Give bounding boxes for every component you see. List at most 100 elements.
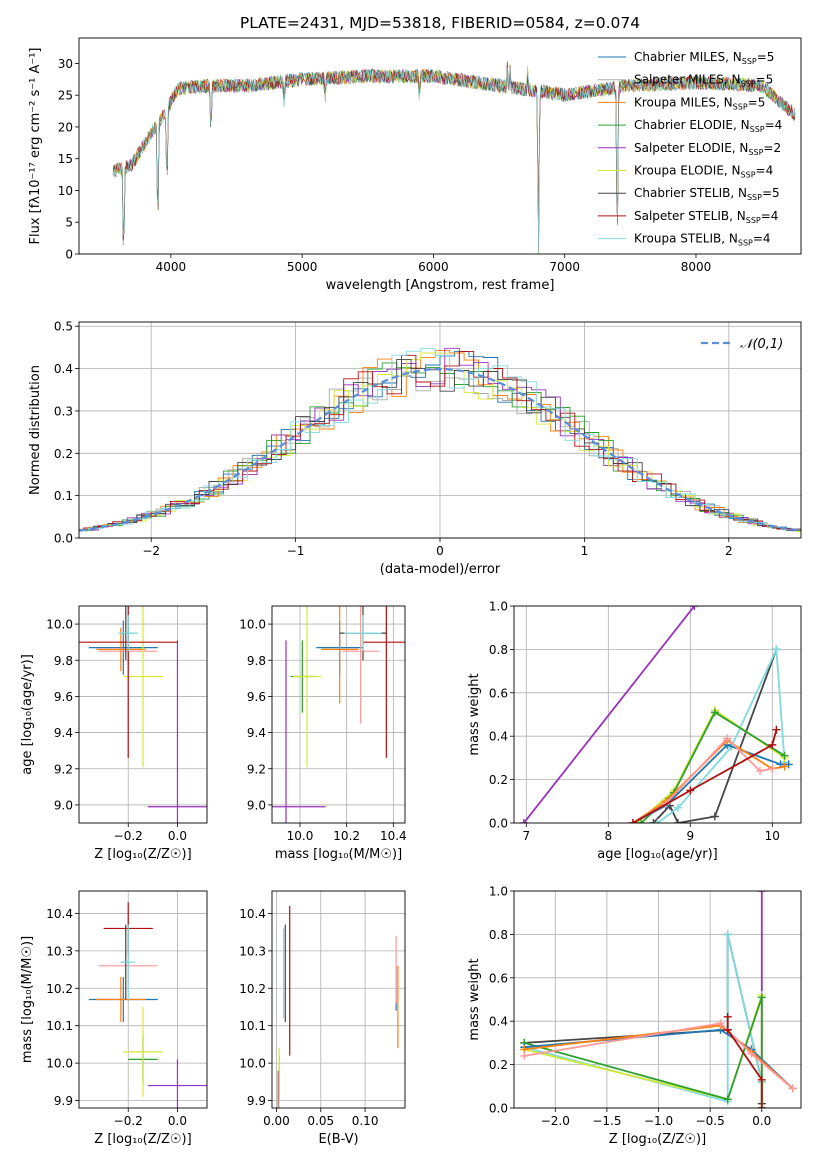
legend-entry-subscript: SSP [733,102,748,111]
spectrum-marks [112,61,796,254]
age-vs-Z-ytick-label: 9.4 [54,726,73,740]
legend-entry-subscript: SSP [750,125,765,134]
residuals-xtick-label: 1 [581,544,589,558]
residuals-ytick-label: 0.4 [54,362,73,376]
weight-marker [520,1051,529,1060]
legend-entry-subscript: SSP [747,193,762,202]
weight-marker [723,734,732,743]
age-vs-mass-ytick-label: 9.4 [247,726,266,740]
figure-title: PLATE=2431, MJD=53818, FIBERID=0584, z=0… [240,14,640,32]
age-vs-Z-ytick-label: 9.0 [54,798,73,812]
legend-entry-subscript: SSP [742,57,757,66]
legend-entry-label: Chabrier MILES, N [634,50,742,64]
age-vs-Z-panel: −0.2 0.0 9.0 9.2 9.4 9.6 9.8 10.0 Z [log₁₀(Z/Z☉)… [20,605,208,862]
residuals-ytick-label: 0.0 [54,532,73,546]
residuals-xtick-label: 0 [436,544,444,558]
weight-marker [649,819,658,823]
spectrum-xlabel: wavelength [Angstrom, rest frame] [326,278,555,293]
mass-vs-EBV-panel: 0.00 0.05 0.10 9.9 10.0 10.1 10.2 10.3 10.4 E(B-V… [239,890,406,1147]
legend-entry-label: Salpeter MILES, N [634,73,741,87]
mass-vs-EBV-frame [271,890,406,1109]
legend-entry: Chabrier STELIB, NSSP=5 [634,186,780,202]
legend-entry: Chabrier MILES, NSSP=5 [634,50,774,66]
weight-vs-Z-ytick-label: 0.8 [489,928,508,942]
weight-vs-age-ytick-label: 0.0 [489,817,508,831]
mass-vs-Z-panel: −0.2 0.0 9.9 10.0 10.1 10.2 10.3 10.4 Z [log₁₀(Z… [20,890,208,1147]
age-vs-mass-xtick-label: 10.4 [380,829,407,843]
mass-vs-EBV-ytick-label: 10.2 [239,982,266,996]
spectrum-ytick-label: 30 [58,57,73,71]
weight-marker [723,930,732,939]
legend-entry: Salpeter ELODIE, NSSP=2 [634,141,781,157]
weight-vs-age-xtick-label: 8 [604,829,612,843]
age-vs-Z-ytick-label: 9.2 [54,762,73,776]
weight-marker [757,993,766,1002]
mass-vs-EBV-xtick-label: 0.00 [263,1114,290,1128]
age-vs-Z-xtick-label: 0.0 [168,829,187,843]
legend-entry-subscript: SSP [738,239,753,248]
residuals-xlabel: (data-model)/error [380,562,501,577]
spectrum-ytick-label: 25 [58,89,73,103]
weight-vs-age-marks [519,606,793,823]
age-vs-Z-frame [78,605,208,824]
mass-vs-EBV-ytick-label: 9.9 [247,1094,266,1108]
legend-entry-subscript: SSP [746,216,761,225]
spectrum-xtick-label: 4000 [156,260,187,274]
spectrum-series-line [112,66,796,254]
mass-vs-Z-ytick-label: 10.2 [46,982,73,996]
age-vs-mass-ytick-label: 9.8 [247,654,266,668]
mass-vs-Z-ytick-label: 10.0 [46,1057,73,1071]
age-vs-mass-frame [271,605,406,824]
normal-legend-label: 𝒩(0,1) [740,337,783,352]
spectrum-series-line [112,64,796,251]
age-vs-Z-ytick-label: 10.0 [46,618,73,632]
age-vs-mass-ytick-label: 10.0 [239,618,266,632]
weight-series-line [726,1016,763,1108]
spectrum-xtick-label: 6000 [418,260,449,274]
age-vs-mass-ytick-label: 9.2 [247,762,266,776]
mass-vs-Z-frame [78,890,208,1109]
weight-marker [710,708,719,717]
weight-vs-Z-ytick-label: 1.0 [489,885,508,899]
age-vs-Z-ytick-label: 9.8 [54,654,73,668]
plots-layer: 4000 5000 6000 7000 8000051015202530waveleng… [20,37,802,1147]
weight-vs-age-ytick-label: 0.6 [489,686,508,700]
residuals-ytick-label: 0.1 [54,489,73,503]
age-vs-mass-xtick-label: 10.2 [333,829,360,843]
weight-vs-age-xtick-label: 7 [522,829,530,843]
weight-vs-Z-xtick-label: 0.0 [752,1114,771,1128]
weight-vs-age-panel: 7 8 9 10 0.0 0.2 0.4 0.6 0.8 1.0 age [log₁₀(age/yr… [467,600,802,862]
legend-entry: Chabrier ELODIE, NSSP=4 [634,118,782,134]
residuals-ytick-label: 0.3 [54,404,73,418]
weight-vs-age-grid [514,605,801,824]
spectrum-ylabel: Flux [fλ10⁻¹⁷ erg cm⁻² s⁻¹ A⁻¹] [28,48,43,245]
weight-marker [772,725,781,734]
weight-marker [686,786,695,795]
legend-entry-label: Kroupa MILES, N [634,95,733,109]
residuals-marks [79,347,801,533]
age-vs-Z-xtick-label: −0.2 [114,829,143,843]
weight-marker [788,1084,797,1093]
residuals-ylabel: Normed distribution [28,365,43,495]
legend-entry: Kroupa MILES, NSSP=5 [634,95,765,111]
spectrum-panel: 4000 5000 6000 7000 8000 0 5 10 15 20 25 30 waveleng… [28,37,802,293]
legend-entry-value: =5 [762,186,780,200]
legend-entry-value: =4 [753,232,771,246]
legend-entry-label: Chabrier STELIB, N [634,186,747,200]
weight-marker [768,764,777,773]
residuals-frame [78,321,802,539]
age-vs-mass-xtick-label: 10.0 [287,829,314,843]
weight-marker [780,762,789,771]
weight-vs-Z-xtick-label: −1.0 [644,1114,673,1128]
spectrum-frame [78,37,802,255]
weight-marker [747,1049,756,1058]
weight-series-line [652,649,778,823]
legend-entry-label: Kroupa STELIB, N [634,232,738,246]
weight-marker [628,819,637,823]
spectrum-series-line [112,65,796,254]
weight-marker [710,812,719,821]
legend-entry-value: =5 [756,73,774,87]
spectrum-ytick-label: 5 [65,216,73,230]
spectrum-xtick-label: 5000 [287,260,318,274]
